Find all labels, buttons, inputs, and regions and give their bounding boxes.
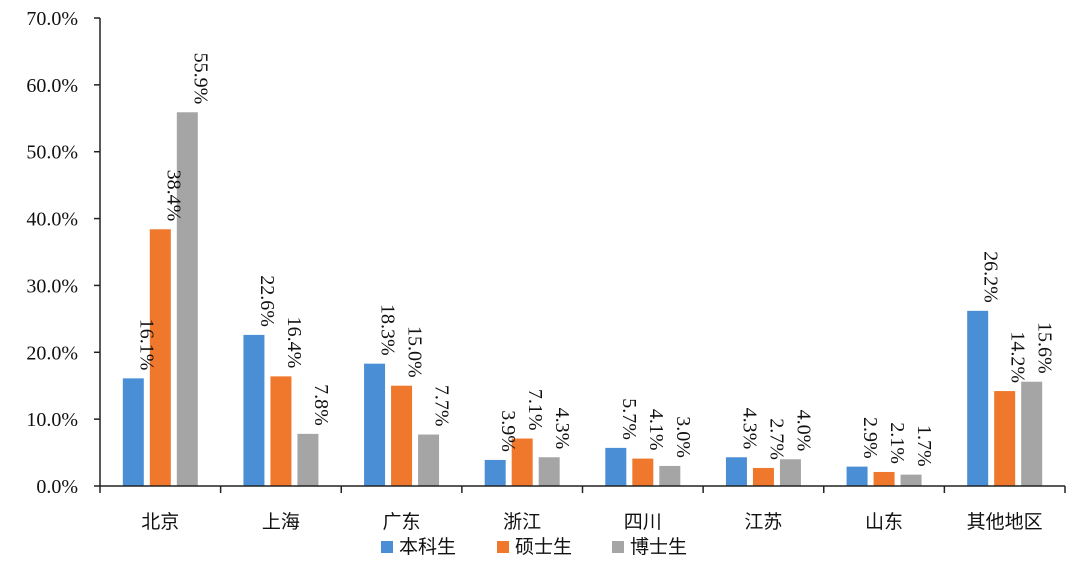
- y-tick-label: 0.0%: [36, 476, 78, 498]
- y-tick-label: 40.0%: [26, 209, 78, 231]
- legend-label: 博士生: [630, 536, 687, 558]
- bar: [418, 434, 440, 486]
- bar: [994, 391, 1016, 486]
- legend-label: 本科生: [399, 536, 456, 558]
- bar: [605, 447, 627, 486]
- data-label: 3.0%: [672, 416, 694, 458]
- data-label: 15.6%: [1034, 322, 1056, 374]
- bar: [364, 363, 386, 486]
- legend-swatch: [612, 541, 624, 553]
- data-label: 2.1%: [886, 422, 908, 464]
- bar: [176, 112, 198, 487]
- y-tick-label: 10.0%: [26, 409, 78, 431]
- data-label: 15.0%: [404, 326, 426, 378]
- y-tick-label: 50.0%: [26, 142, 78, 164]
- x-tick-label: 浙江: [503, 511, 541, 533]
- bar: [752, 467, 774, 486]
- y-tick-label: 70.0%: [26, 8, 78, 30]
- y-tick-label: 20.0%: [26, 342, 78, 364]
- bar: [297, 433, 319, 486]
- data-label: 16.1%: [135, 319, 157, 371]
- bar: [632, 458, 654, 486]
- data-label: 4.0%: [792, 410, 814, 452]
- y-tick-label: 60.0%: [26, 75, 78, 97]
- x-tick-label: 山东: [865, 511, 903, 533]
- data-label: 4.3%: [738, 408, 760, 450]
- y-axis: 0.0% 10.0% 20.0% 30.0% 40.0% 50.0% 60.0% 70.0%: [26, 8, 101, 498]
- bars-group: [122, 112, 1043, 487]
- data-label: 5.7%: [618, 398, 640, 440]
- bar: [846, 466, 868, 486]
- data-label: 55.9%: [189, 53, 211, 105]
- data-labels-group: 16.1%38.4%55.9%22.6%16.4%7.8%18.3% 15.0%7…: [135, 53, 1055, 467]
- data-label: 16.4%: [283, 317, 305, 369]
- data-label: 38.4%: [162, 170, 184, 222]
- bar: [149, 229, 171, 487]
- bar: [659, 465, 681, 486]
- bar: [725, 457, 747, 486]
- x-tick-label: 江苏: [744, 511, 782, 533]
- bar: [511, 438, 533, 486]
- bar: [243, 334, 265, 486]
- data-label: 22.6%: [256, 275, 278, 327]
- legend-label: 硕士生: [515, 536, 572, 558]
- bar: [873, 471, 895, 486]
- x-tick-label: 北京: [141, 511, 179, 533]
- bar: [484, 459, 506, 486]
- data-label: 2.7%: [765, 418, 787, 460]
- bar: [967, 310, 989, 486]
- data-label: 1.7%: [913, 425, 935, 467]
- data-label: 7.1%: [524, 389, 546, 431]
- x-axis: 北京 上海 广东 浙江 四川 江苏 山东 其他地区: [99, 485, 1066, 533]
- bar: [391, 385, 413, 486]
- data-label: 7.7%: [431, 385, 453, 427]
- x-tick-label: 其他地区: [967, 511, 1043, 533]
- bar: [122, 378, 144, 486]
- data-label: 3.9%: [497, 410, 519, 452]
- data-label: 4.3%: [551, 408, 573, 450]
- x-tick-label: 四川: [624, 511, 662, 533]
- data-label: 14.2%: [1007, 331, 1029, 383]
- data-label: 7.8%: [310, 384, 332, 426]
- data-label: 4.1%: [645, 409, 667, 451]
- legend-swatch: [381, 541, 393, 553]
- y-tick-label: 30.0%: [26, 275, 78, 297]
- legend-swatch: [497, 541, 509, 553]
- bar: [538, 457, 560, 486]
- data-label: 26.2%: [980, 251, 1002, 303]
- bar: [270, 376, 292, 486]
- bar: [779, 459, 801, 486]
- legend: 本科生 硕士生 博士生: [381, 536, 687, 558]
- data-label: 2.9%: [859, 417, 881, 459]
- x-tick-label: 广东: [383, 511, 421, 533]
- x-tick-label: 上海: [262, 511, 300, 533]
- data-label: 18.3%: [377, 304, 399, 356]
- bar: [1021, 381, 1043, 486]
- bar: [900, 474, 922, 486]
